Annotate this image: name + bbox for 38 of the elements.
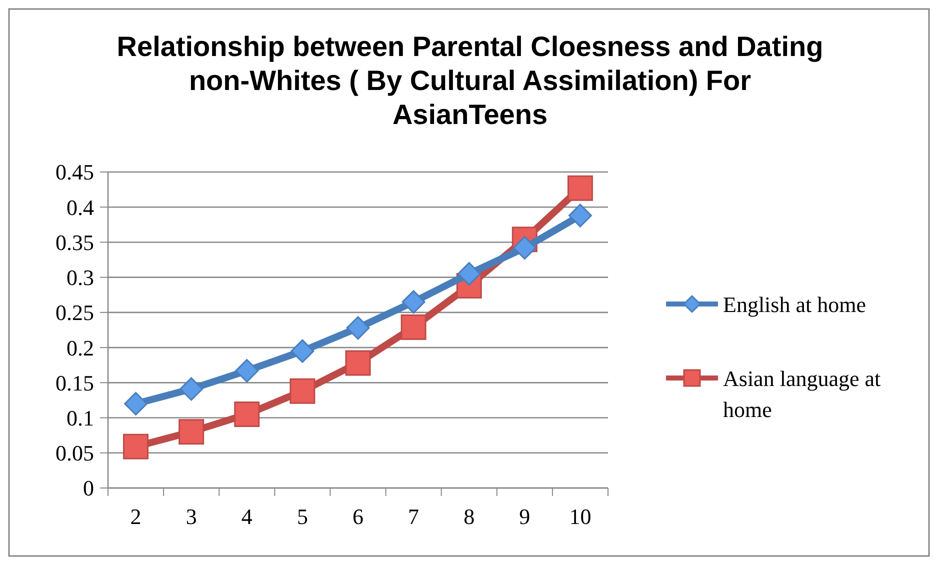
- point: [290, 378, 316, 404]
- point: [178, 419, 204, 445]
- y-tick-label: 0.3: [66, 265, 94, 290]
- point: [402, 290, 426, 314]
- point: [457, 262, 481, 286]
- point: [123, 434, 149, 460]
- point: [567, 175, 593, 201]
- x-tick-label: 7: [408, 504, 420, 529]
- x-tick-label: 4: [241, 504, 252, 529]
- legend-label: Asian language at home: [723, 366, 881, 422]
- point: [180, 377, 204, 401]
- point: [290, 339, 314, 363]
- x-tick-label: 10: [569, 504, 592, 529]
- y-tick-label: 0.05: [56, 440, 94, 466]
- x-tick-label: 6: [352, 504, 364, 529]
- point: [512, 236, 536, 260]
- y-tick-label: 0.4: [66, 194, 94, 220]
- point: [568, 204, 592, 228]
- x-tick-label: 2: [130, 504, 142, 529]
- legend-label: English at home: [723, 292, 866, 317]
- point: [124, 392, 148, 416]
- y-tick-label: 0.2: [66, 335, 94, 360]
- x-tick-label: 9: [519, 504, 530, 529]
- y-tick-label: 0.1: [66, 405, 94, 430]
- y-tick-label: 0: [83, 476, 94, 501]
- y-tick-label: 0.35: [56, 230, 94, 255]
- x-tick-label: 3: [186, 504, 197, 529]
- chart-title: Relationship between Parental Cloesness and Dating non-Whites ( By Cultural Assimilation) For AsianTeens: [116, 31, 824, 130]
- x-tick-label: 5: [296, 504, 308, 529]
- point: [235, 358, 259, 382]
- y-tick-label: 0.25: [56, 300, 94, 326]
- y-tick-label: 0.15: [56, 370, 94, 396]
- y-tick-label: 0.45: [56, 160, 94, 185]
- point: [345, 350, 371, 376]
- point: [234, 402, 260, 428]
- point: [400, 314, 426, 340]
- point: [346, 316, 370, 340]
- x-tick-label: 8: [464, 504, 475, 529]
